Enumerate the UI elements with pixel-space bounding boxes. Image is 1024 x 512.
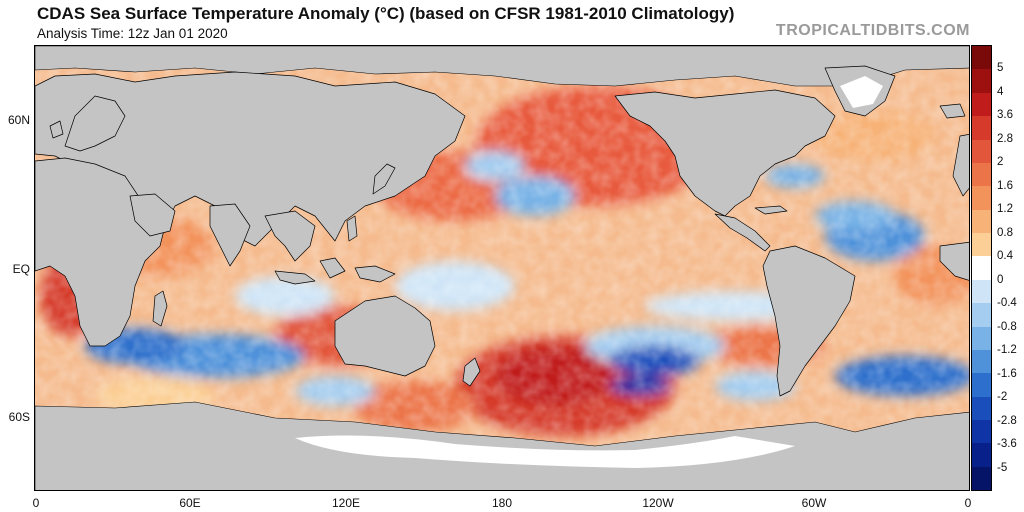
philippines xyxy=(346,215,358,242)
colorbar-label: 2 xyxy=(997,156,1004,169)
colorbar-swatch xyxy=(972,116,991,140)
colorbar-swatch xyxy=(972,466,991,491)
antarctica xyxy=(35,401,969,490)
map-canvas xyxy=(35,46,969,490)
colorbar-swatch xyxy=(972,326,991,350)
colorbar-label: -3.6 xyxy=(997,438,1017,451)
australia xyxy=(334,295,436,377)
colorbar-label: -1.6 xyxy=(997,367,1017,380)
colorbar-swatch xyxy=(972,373,991,397)
colorbar-label: -1.2 xyxy=(997,344,1017,357)
colorbar-swatch xyxy=(972,443,991,467)
colorbar-swatch xyxy=(972,256,991,280)
watermark: TROPICALTIDBITS.COM xyxy=(775,22,970,39)
lon-label-0-west: 0 xyxy=(32,496,40,510)
map-title: CDAS Sea Surface Temperature Anomaly (°C… xyxy=(37,4,735,23)
colorbar-label: -0.8 xyxy=(997,320,1017,333)
colorbar-label: 2.8 xyxy=(997,132,1013,145)
colorbar-swatch xyxy=(972,186,991,210)
colorbar-swatch xyxy=(972,420,991,444)
arabia xyxy=(129,193,176,237)
colorbar-swatch xyxy=(972,349,991,374)
central-america xyxy=(714,213,771,252)
colorbar xyxy=(971,45,992,491)
lon-label-60e: 60E xyxy=(179,496,201,510)
colorbar-label: 0 xyxy=(997,273,1004,286)
japan xyxy=(372,163,396,195)
colorbar-swatch xyxy=(972,396,991,420)
lat-label-60s: 60S xyxy=(8,410,30,424)
scandinavia xyxy=(64,95,126,152)
lon-label-120e: 120E xyxy=(331,496,361,510)
colorbar-label: -5 xyxy=(997,461,1008,474)
colorbar-label: 0.8 xyxy=(997,226,1013,239)
colorbar-label: 5 xyxy=(997,62,1004,75)
borneo xyxy=(319,257,346,279)
colorbar-swatch xyxy=(972,92,991,117)
colorbar-swatch xyxy=(972,209,991,233)
africa-wrap xyxy=(939,241,969,281)
analysis-time: Analysis Time: 12z Jan 01 2020 xyxy=(37,26,228,41)
lon-label-120w: 120W xyxy=(642,496,674,510)
colorbar-swatch xyxy=(972,233,991,257)
colorbar-label: -2 xyxy=(997,391,1008,404)
new-zealand xyxy=(462,357,481,387)
sea-ice xyxy=(295,435,795,468)
colorbar-label: 3.6 xyxy=(997,109,1013,122)
colorbar-label: -2.8 xyxy=(997,414,1017,427)
lon-label-0-east: 0 xyxy=(964,496,972,510)
colorbar-swatch xyxy=(972,279,991,304)
greenland-ice xyxy=(840,76,883,108)
iceland xyxy=(939,103,966,119)
india xyxy=(209,203,251,267)
lat-label-60n: 60N xyxy=(7,113,30,127)
british-isles xyxy=(49,120,64,139)
lat-label-eq: EQ xyxy=(12,262,30,276)
lon-label-180: 180 xyxy=(491,496,513,510)
europe-wrap xyxy=(952,134,969,197)
colorbar-swatch xyxy=(972,46,991,70)
continents xyxy=(35,65,969,397)
south-america xyxy=(762,245,856,397)
southeast-asia xyxy=(264,210,316,262)
colorbar-label: 1.2 xyxy=(997,203,1013,216)
colorbar-label: 4 xyxy=(997,85,1004,98)
colorbar-swatch xyxy=(972,303,991,327)
colorbar-label: 0.4 xyxy=(997,250,1013,263)
colorbar-swatch xyxy=(972,162,991,187)
lon-label-60w: 60W xyxy=(801,496,827,510)
madagascar xyxy=(152,290,168,327)
north-america xyxy=(614,89,836,217)
arctic-land xyxy=(35,46,969,87)
sumatra xyxy=(274,270,316,285)
sst-anomaly-map xyxy=(34,45,970,491)
cuba xyxy=(754,205,788,215)
colorbar-label: 1.6 xyxy=(997,179,1013,192)
colorbar-swatch xyxy=(972,69,991,93)
colorbar-label: -0.4 xyxy=(997,297,1017,310)
new-guinea xyxy=(354,265,396,283)
colorbar-swatch xyxy=(972,139,991,163)
